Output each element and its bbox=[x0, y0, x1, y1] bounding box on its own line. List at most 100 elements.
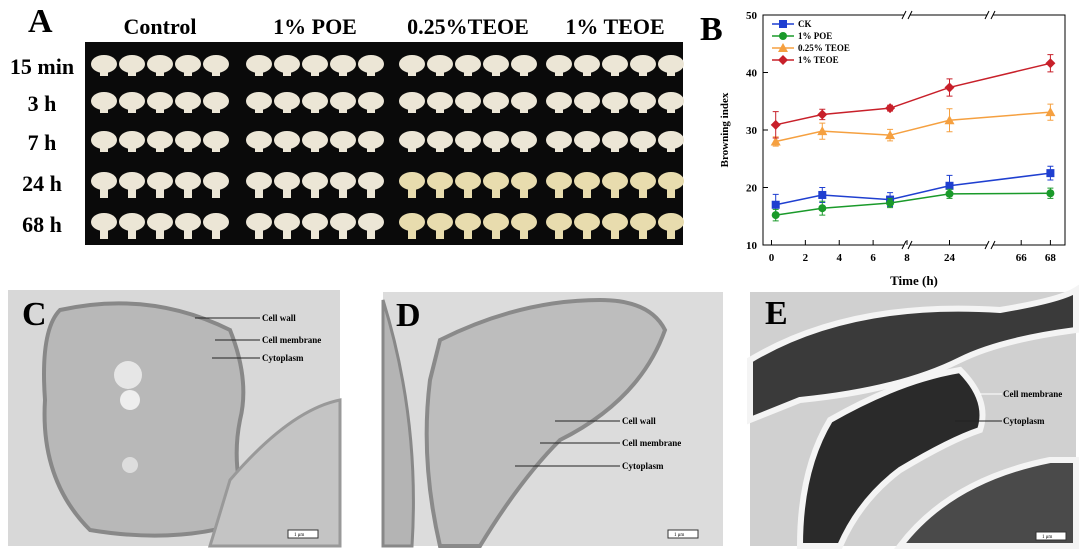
column-header: 1% TEOE bbox=[565, 14, 664, 39]
scale-bar-label: 1 μm bbox=[294, 533, 304, 538]
row-header: 15 min bbox=[10, 54, 74, 79]
y-tick-label: 40 bbox=[746, 68, 758, 80]
legend-marker bbox=[779, 20, 787, 28]
marker bbox=[818, 190, 827, 199]
mushroom-cap bbox=[302, 172, 328, 190]
mushroom-cap bbox=[91, 131, 117, 149]
mushroom-stem bbox=[283, 227, 291, 239]
mushroom-cap bbox=[602, 131, 628, 149]
mushroom-stem bbox=[555, 106, 563, 113]
mushroom-stem bbox=[283, 69, 291, 76]
mushroom-stem bbox=[611, 186, 619, 198]
mushroom-stem bbox=[520, 69, 528, 76]
mushroom-cap bbox=[358, 55, 384, 73]
mushroom-cap bbox=[574, 92, 600, 110]
column-header: 1% POE bbox=[273, 14, 357, 39]
mushroom-stem bbox=[667, 69, 675, 76]
mushroom-cap bbox=[455, 172, 481, 190]
y-axis-label: Browning index bbox=[719, 92, 731, 167]
x-axis-label: Time (h) bbox=[890, 273, 938, 288]
mushroom-stem bbox=[100, 227, 108, 239]
mushroom-cap bbox=[358, 172, 384, 190]
mushroom-cap bbox=[147, 92, 173, 110]
panel-label: D bbox=[396, 297, 421, 334]
mushroom-stem bbox=[555, 69, 563, 76]
mushroom-cap bbox=[175, 172, 201, 190]
mushroom-stem bbox=[639, 69, 647, 76]
mushroom-cap bbox=[427, 172, 453, 190]
mushroom-cap bbox=[546, 92, 572, 110]
mushroom-stem bbox=[255, 227, 263, 239]
mushroom-cap bbox=[511, 172, 537, 190]
panel-label: B bbox=[700, 11, 723, 48]
annotation: Cytoplasm bbox=[622, 461, 664, 471]
mushroom-cap bbox=[511, 92, 537, 110]
row-header: 68 h bbox=[22, 212, 62, 237]
mushroom-stem bbox=[583, 186, 591, 198]
mushroom-cap bbox=[147, 172, 173, 190]
mushroom-cap bbox=[546, 213, 572, 231]
mushroom-cap bbox=[511, 55, 537, 73]
legend-label: 0.25% TEOE bbox=[798, 43, 850, 53]
marker bbox=[771, 211, 780, 220]
marker bbox=[817, 109, 828, 120]
mushroom-stem bbox=[339, 186, 347, 198]
mushroom-stem bbox=[339, 145, 347, 152]
mushroom-cap bbox=[147, 131, 173, 149]
marker bbox=[770, 119, 781, 130]
mushroom-cap bbox=[630, 131, 656, 149]
mushroom-stem bbox=[520, 106, 528, 113]
annotation: Cell wall bbox=[262, 313, 296, 323]
mushroom-cap bbox=[574, 172, 600, 190]
mushroom-cap bbox=[330, 131, 356, 149]
mushroom-cap bbox=[427, 92, 453, 110]
mushroom-stem bbox=[184, 69, 192, 76]
mushroom-stem bbox=[436, 186, 444, 198]
mushroom-cap bbox=[658, 213, 684, 231]
mushroom-stem bbox=[156, 69, 164, 76]
mushroom-cap bbox=[91, 92, 117, 110]
mushroom-cap bbox=[574, 131, 600, 149]
mushroom-stem bbox=[283, 186, 291, 198]
row-header: 3 h bbox=[28, 91, 57, 116]
mushroom-stem bbox=[436, 106, 444, 113]
mushroom-cap bbox=[399, 55, 425, 73]
mushroom-stem bbox=[492, 106, 500, 113]
mushroom-stem bbox=[408, 145, 416, 152]
micrograph-c bbox=[8, 290, 342, 548]
marker bbox=[944, 82, 955, 93]
mushroom-cap bbox=[399, 213, 425, 231]
mushroom-cap bbox=[274, 213, 300, 231]
micrograph-e bbox=[747, 284, 1079, 549]
marker bbox=[945, 189, 954, 198]
marker bbox=[885, 103, 896, 114]
mushroom-stem bbox=[128, 145, 136, 152]
mushroom-stem bbox=[311, 186, 319, 198]
axis-break bbox=[984, 240, 996, 250]
mushroom-stem bbox=[255, 106, 263, 113]
mushroom-cap bbox=[658, 55, 684, 73]
mushroom-stem bbox=[408, 106, 416, 113]
mushroom-cap bbox=[246, 131, 272, 149]
series-line bbox=[775, 111, 1051, 143]
mushroom-cap bbox=[658, 92, 684, 110]
mushroom-cap bbox=[427, 213, 453, 231]
x-tick-label: 66 bbox=[1016, 252, 1028, 264]
mushroom-cap bbox=[175, 92, 201, 110]
mushroom-stem bbox=[639, 227, 647, 239]
mushroom-cap bbox=[119, 55, 145, 73]
panel-label: E bbox=[765, 295, 788, 332]
mushroom-stem bbox=[156, 106, 164, 113]
mushroom-cap bbox=[203, 131, 229, 149]
mushroom-stem bbox=[464, 106, 472, 113]
mushroom-stem bbox=[184, 227, 192, 239]
mushroom-stem bbox=[255, 186, 263, 198]
mushroom-cap bbox=[203, 172, 229, 190]
mushroom-stem bbox=[128, 227, 136, 239]
mushroom-stem bbox=[583, 145, 591, 152]
mushroom-stem bbox=[464, 186, 472, 198]
mushroom-cap bbox=[274, 92, 300, 110]
legend-marker bbox=[778, 55, 788, 65]
mushroom-cap bbox=[302, 213, 328, 231]
marker bbox=[945, 181, 954, 190]
